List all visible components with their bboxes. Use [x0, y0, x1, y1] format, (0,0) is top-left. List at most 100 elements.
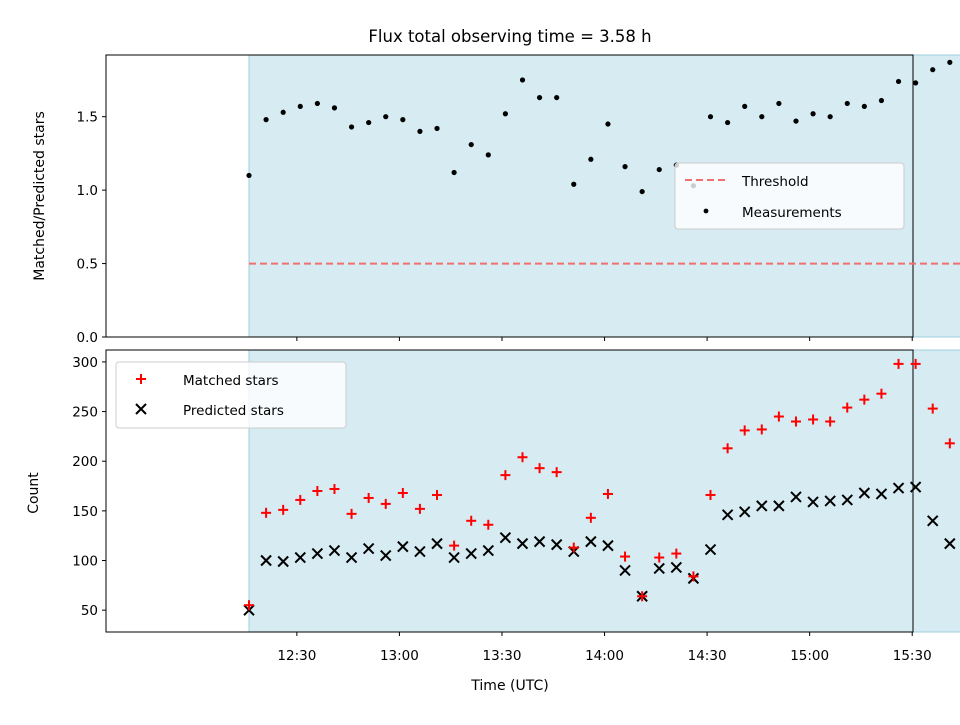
matched-stars-point [620, 551, 631, 562]
chart-title: Flux total observing time = 3.58 h [368, 27, 651, 46]
predicted-stars-point [773, 500, 785, 512]
matched-stars-point [312, 486, 323, 496]
x-axis-label: Time (UTC) [470, 678, 548, 694]
legend-measurements-swatch [703, 208, 709, 214]
predicted-stars-point [944, 537, 956, 550]
predicted-stars-point [585, 535, 597, 548]
measurement-point [536, 94, 543, 101]
predicted-stars-point [277, 555, 289, 568]
measurement-point [263, 117, 269, 123]
matched-stars-point [705, 489, 716, 500]
bottom-x-tick-label: 15:00 [790, 648, 829, 664]
matched-stars-point [773, 411, 784, 422]
predicted-stars-point [738, 506, 751, 518]
bottom-y-tick-label: 50 [81, 603, 98, 619]
measurement-point [844, 100, 850, 107]
bottom-y-tick-label: 100 [72, 554, 98, 570]
bottom-x-tick-label: 13:30 [483, 648, 522, 664]
matched-stars-point [295, 494, 306, 505]
measurement-point [383, 114, 389, 120]
predicted-stars-point [875, 488, 888, 500]
matched-stars-point [722, 443, 733, 454]
matched-stars-point [910, 358, 921, 369]
predicted-stars-point [619, 564, 631, 577]
measurement-point [622, 164, 628, 170]
predicted-stars-point [431, 537, 443, 550]
measurement-point [588, 156, 594, 162]
matched-stars-point [278, 504, 289, 515]
bottom-x-tick-label: 13:00 [380, 648, 419, 664]
matched-stars-point [739, 425, 750, 436]
predicted-stars-point [533, 535, 546, 548]
measurement-point [827, 114, 833, 120]
matched-stars-point [261, 507, 272, 518]
predicted-stars-point [841, 494, 853, 506]
matched-stars-point [329, 484, 340, 495]
predicted-stars-point [499, 531, 512, 544]
matched-stars-point [483, 519, 494, 530]
matched-stars-point [756, 424, 767, 435]
top-axes-frame [105, 54, 914, 338]
matched-stars-point [517, 452, 528, 463]
legend-threshold-label: Threshold [741, 174, 809, 190]
predicted-stars-point [397, 540, 409, 553]
matched-stars-point [397, 487, 408, 498]
measurement-point [400, 117, 406, 123]
predicted-stars-point [670, 561, 683, 574]
predicted-stars-point [858, 487, 871, 499]
measurement-point [331, 105, 338, 111]
predicted-stars-point [653, 562, 665, 575]
matched-stars-point [671, 548, 682, 559]
matched-stars-point [432, 489, 443, 500]
matched-stars-point [859, 394, 870, 405]
matched-stars-point [585, 512, 596, 523]
top-legend-frame [674, 162, 905, 230]
legend-predicted-swatch [135, 403, 147, 415]
legend-matched-label: Matched stars [183, 373, 279, 389]
predicted-stars-point [807, 496, 819, 508]
matched-stars-point [654, 552, 665, 563]
top-y-tick-label: 1.0 [77, 183, 98, 199]
measurement-point [947, 59, 953, 65]
measurement-point [913, 80, 919, 86]
measurement-point [895, 78, 902, 85]
measurement-point [793, 118, 799, 124]
measurement-point [348, 124, 355, 130]
measurement-point [297, 103, 303, 110]
predicted-stars-point [465, 547, 477, 560]
measurement-point [280, 109, 286, 115]
matched-stars-point [568, 542, 579, 553]
predicted-stars-point [311, 547, 324, 560]
legend-matched-swatch [136, 374, 146, 384]
measurement-point [451, 169, 457, 176]
measurement-point [639, 188, 645, 195]
legend-measurements-label: Measurements [742, 205, 842, 221]
measurement-point [707, 114, 714, 120]
predicted-stars-point [602, 539, 614, 552]
predicted-stars-point [790, 491, 802, 503]
measurement-point [742, 103, 748, 110]
measurement-point [930, 67, 936, 73]
bottom-y-tick-label: 250 [72, 405, 98, 421]
matched-stars-point [688, 571, 699, 582]
top-legend: Threshold Measurements [674, 162, 905, 230]
matched-stars-point [466, 515, 477, 526]
predicted-stars-point [704, 543, 717, 556]
predicted-stars-point [482, 544, 495, 557]
matched-stars-point [346, 508, 357, 519]
measurement-point [656, 166, 662, 173]
measurement-point [725, 119, 731, 126]
predicted-stars-point [892, 482, 905, 494]
predicted-stars-point [362, 542, 375, 555]
measurement-point [776, 100, 782, 107]
top-y-tick-label: 0.5 [77, 257, 98, 273]
bottom-y-tick-label: 200 [72, 454, 98, 470]
measurement-point [485, 152, 491, 158]
predicted-stars-point [448, 551, 460, 564]
matched-stars-point [842, 402, 853, 413]
measurement-point [502, 111, 508, 117]
predicted-stars-point [909, 481, 922, 493]
matched-stars-point [790, 416, 801, 427]
matched-stars-point [927, 403, 938, 414]
